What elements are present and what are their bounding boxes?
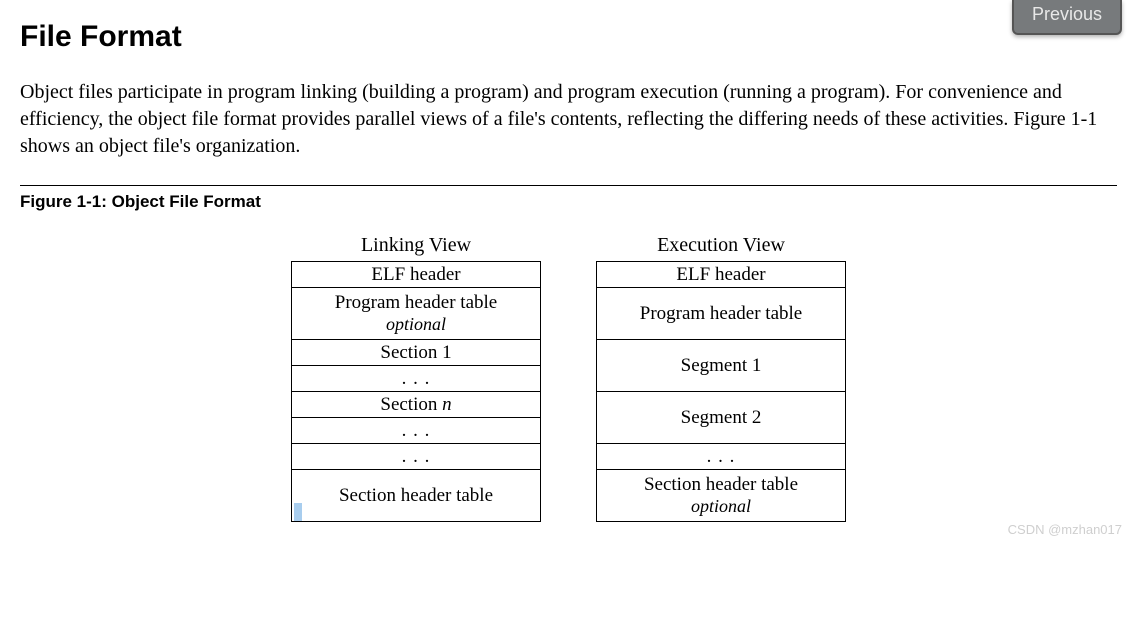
linking-elf-header: ELF header	[292, 262, 540, 288]
linking-dots-2: . . .	[292, 418, 540, 444]
execution-elf-header: ELF header	[597, 262, 845, 288]
linking-dots-1: . . .	[292, 366, 540, 392]
linking-pht-label: Program header table	[335, 292, 497, 314]
execution-sht-label: Section header table	[644, 474, 798, 496]
execution-section-header-table: Section header table optional	[597, 470, 845, 522]
figure-tables: Linking View ELF header Program header t…	[20, 232, 1117, 522]
linking-dots-3: . . .	[292, 444, 540, 470]
execution-segment-2: Segment 2	[597, 392, 845, 444]
execution-dots: . . .	[597, 444, 845, 470]
linking-section-n-var: n	[442, 394, 452, 415]
execution-segment-1: Segment 1	[597, 340, 845, 392]
page-title: File Format	[20, 20, 1117, 54]
execution-program-header-table: Program header table	[597, 288, 845, 340]
linking-pht-optional: optional	[386, 314, 446, 335]
linking-view-column: Linking View ELF header Program header t…	[291, 232, 541, 522]
figure-caption: Figure 1-1: Object File Format	[20, 192, 1117, 212]
linking-program-header-table: Program header table optional	[292, 288, 540, 340]
watermark-text: CSDN @mzhan017	[1008, 522, 1122, 537]
execution-pht-label: Program header table	[640, 303, 802, 325]
linking-view-stack: ELF header Program header table optional…	[291, 261, 541, 522]
linking-sht-label: Section header table	[339, 485, 493, 507]
linking-view-header: Linking View	[291, 232, 541, 261]
linking-section-n: Section n	[292, 392, 540, 418]
document-page: Previous File Format Object files partic…	[0, 0, 1137, 542]
previous-button[interactable]: Previous	[1012, 0, 1122, 35]
intro-paragraph: Object files participate in program link…	[20, 79, 1117, 160]
linking-section-n-prefix: Section	[380, 394, 442, 415]
execution-view-stack: ELF header Program header table Segment …	[596, 261, 846, 522]
execution-view-header: Execution View	[596, 232, 846, 261]
figure-rule	[20, 185, 1117, 186]
execution-view-column: Execution View ELF header Program header…	[596, 232, 846, 522]
linking-section-1: Section 1	[292, 340, 540, 366]
execution-sht-optional: optional	[691, 496, 751, 517]
linking-section-header-table: Section header table	[292, 470, 540, 522]
